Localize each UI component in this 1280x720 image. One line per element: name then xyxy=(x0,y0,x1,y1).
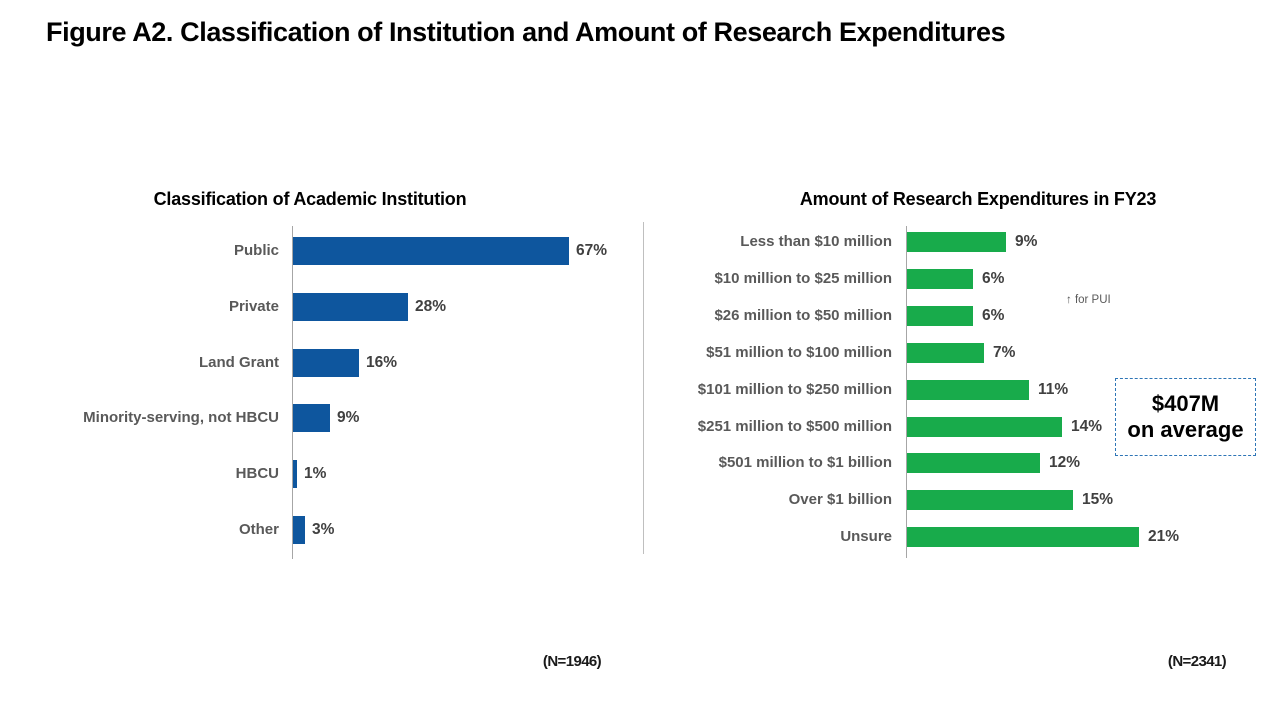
bar xyxy=(293,237,569,265)
category-label: Private xyxy=(228,298,279,315)
category-label: $51 million to $100 million xyxy=(706,344,892,361)
pui-annotation: ↑ for PUI xyxy=(1066,294,1111,306)
value-label: 3% xyxy=(312,521,335,538)
bar xyxy=(907,269,973,289)
value-label: 9% xyxy=(337,409,360,426)
value-label: 67% xyxy=(576,242,608,259)
value-label: 7% xyxy=(993,344,1016,361)
classification-chart-title: Classification of Academic Institution xyxy=(153,189,467,209)
value-label: 6% xyxy=(982,307,1005,324)
category-label: Unsure xyxy=(840,528,892,545)
expenditures-chart-title: Amount of Research Expenditures in FY23 xyxy=(799,189,1157,209)
expenditures-y-axis xyxy=(906,226,907,558)
category-label: $251 million to $500 million xyxy=(697,418,892,435)
bar xyxy=(907,343,984,363)
category-label: $26 million to $50 million xyxy=(714,307,892,324)
average-callout-box: $407M on average xyxy=(1115,378,1256,456)
category-label: $501 million to $1 billion xyxy=(718,454,892,471)
category-label: Less than $10 million xyxy=(740,233,892,250)
category-label: HBCU xyxy=(235,465,279,482)
average-callout-caption: on average xyxy=(1127,417,1244,442)
bar xyxy=(293,460,297,488)
value-label: 14% xyxy=(1071,418,1103,435)
value-label: 1% xyxy=(304,465,327,482)
bar xyxy=(907,232,1006,252)
bar xyxy=(907,306,973,326)
bar xyxy=(907,490,1073,510)
figure-title: Figure A2. Classification of Institution… xyxy=(46,17,1006,47)
bar xyxy=(293,349,359,377)
category-label: Other xyxy=(238,521,279,538)
category-label: Public xyxy=(233,242,279,259)
value-label: 28% xyxy=(415,298,447,315)
classification-sample-size: (N=1946) xyxy=(542,653,602,670)
value-label: 16% xyxy=(366,354,398,371)
bar xyxy=(293,293,408,321)
classification-plot-right-border xyxy=(643,222,644,554)
value-label: 6% xyxy=(982,270,1005,287)
category-label: Minority-serving, not HBCU xyxy=(83,409,279,426)
value-label: 21% xyxy=(1148,528,1180,545)
bar xyxy=(293,516,305,544)
bar xyxy=(907,380,1029,400)
expenditures-sample-size: (N=2341) xyxy=(1167,653,1227,670)
average-callout-value: $407M xyxy=(1151,391,1220,416)
value-label: 15% xyxy=(1082,491,1114,508)
category-label: Land Grant xyxy=(198,354,279,371)
category-label: Over $1 billion xyxy=(788,491,892,508)
value-label: 11% xyxy=(1038,381,1069,398)
bar xyxy=(907,417,1062,437)
value-label: 12% xyxy=(1049,454,1081,471)
bar xyxy=(907,527,1139,547)
category-label: $101 million to $250 million xyxy=(697,381,892,398)
classification-y-axis xyxy=(292,226,293,559)
value-label: 9% xyxy=(1015,233,1038,250)
category-label: $10 million to $25 million xyxy=(714,270,892,287)
bar xyxy=(293,404,330,432)
bar xyxy=(907,453,1040,473)
